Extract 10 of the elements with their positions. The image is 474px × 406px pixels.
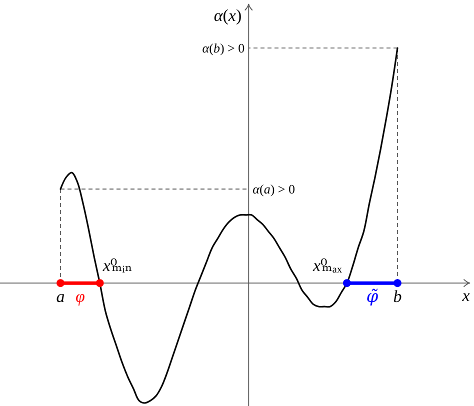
annotation: α(a) > 0 xyxy=(252,182,295,197)
x-tick-label: a xyxy=(56,287,65,306)
annotation: α(b) > 0 xyxy=(202,40,245,56)
series-label: φ̃ xyxy=(366,287,378,308)
series-label: φ xyxy=(75,287,85,306)
series-label: x⁰ₘₐₓ xyxy=(312,256,342,276)
x-tick-label: b xyxy=(393,287,402,306)
x-axis-title: x xyxy=(461,286,470,306)
series-label: x⁰ₘᵢₙ xyxy=(102,256,132,276)
y-axis-title: α(x) xyxy=(214,6,242,25)
